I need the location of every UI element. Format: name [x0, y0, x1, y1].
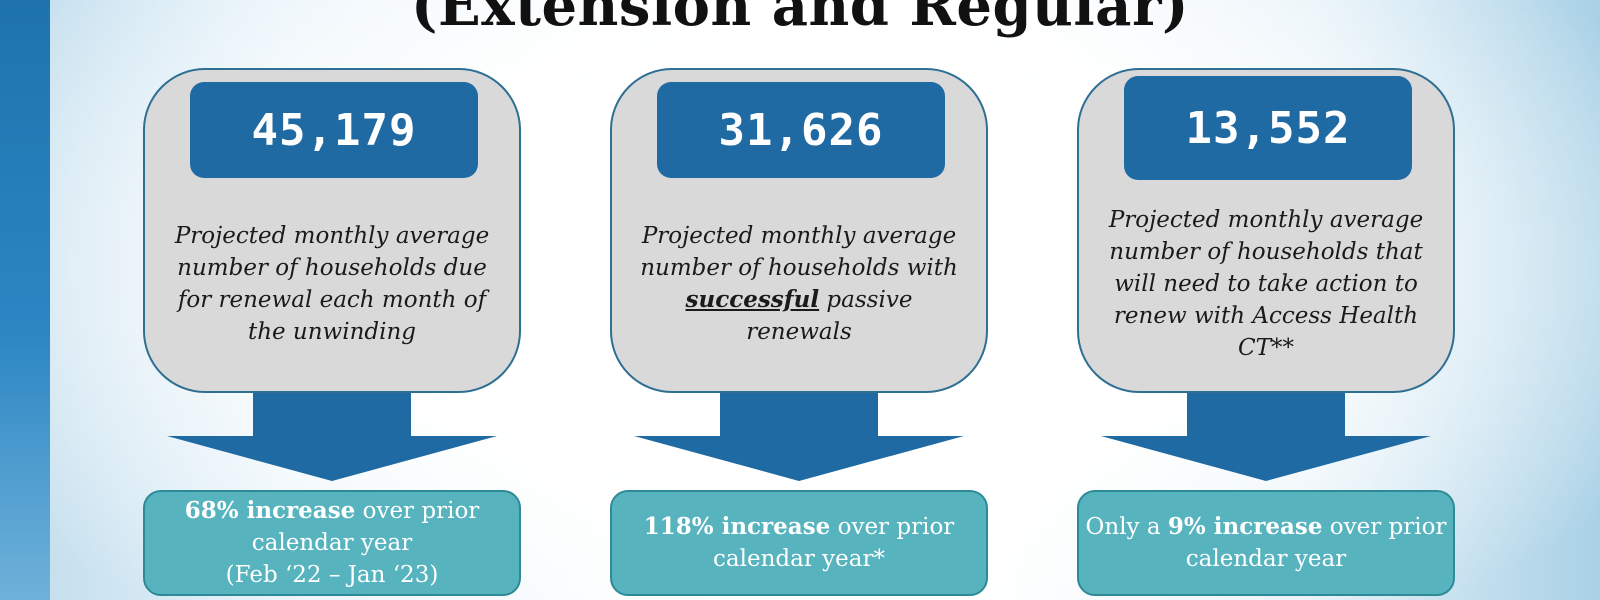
number-box: 45,179	[190, 82, 478, 178]
number-box: 31,626	[657, 82, 945, 178]
result-highlight: 9% increase	[1167, 513, 1323, 540]
down-arrow-icon	[1101, 393, 1431, 481]
left-accent-bar	[0, 0, 50, 600]
card-description: Projected monthly average number of hous…	[640, 223, 958, 345]
card-renewals-due: 45,179 Projected monthly average number …	[143, 68, 521, 393]
result-text: 68% increase over prior calendar year (F…	[184, 497, 480, 588]
down-arrow-icon	[167, 393, 497, 481]
passive-renewals-number: 31,626	[718, 104, 884, 156]
result-text: Only a 9% increase over prior calendar y…	[1085, 513, 1447, 572]
card-passive-renewals: 31,626 Projected monthly average number …	[610, 68, 988, 393]
successful-emphasis: successful	[685, 286, 820, 313]
result-box: 118% increase over prior calendar year*	[610, 490, 988, 596]
result-period: (Feb ‘22 – Jan ‘23)	[225, 562, 439, 588]
card-description: Projected monthly average number of hous…	[174, 223, 490, 345]
result-highlight: 68% increase	[184, 497, 356, 524]
number-box: 13,552	[1124, 76, 1412, 180]
result-text: 118% increase over prior calendar year*	[643, 513, 955, 572]
result-highlight: 118% increase	[643, 513, 831, 540]
renewals-due-number: 45,179	[251, 104, 417, 156]
result-box: Only a 9% increase over prior calendar y…	[1077, 490, 1455, 596]
card-description: Projected monthly average number of hous…	[1108, 207, 1424, 361]
down-arrow-icon	[634, 393, 964, 481]
action-required-number: 13,552	[1185, 102, 1351, 154]
card-action-required: 13,552 Projected monthly average number …	[1077, 68, 1455, 393]
slide-title: (Extension and Regular)	[411, 0, 1189, 39]
result-box: 68% increase over prior calendar year (F…	[143, 490, 521, 596]
